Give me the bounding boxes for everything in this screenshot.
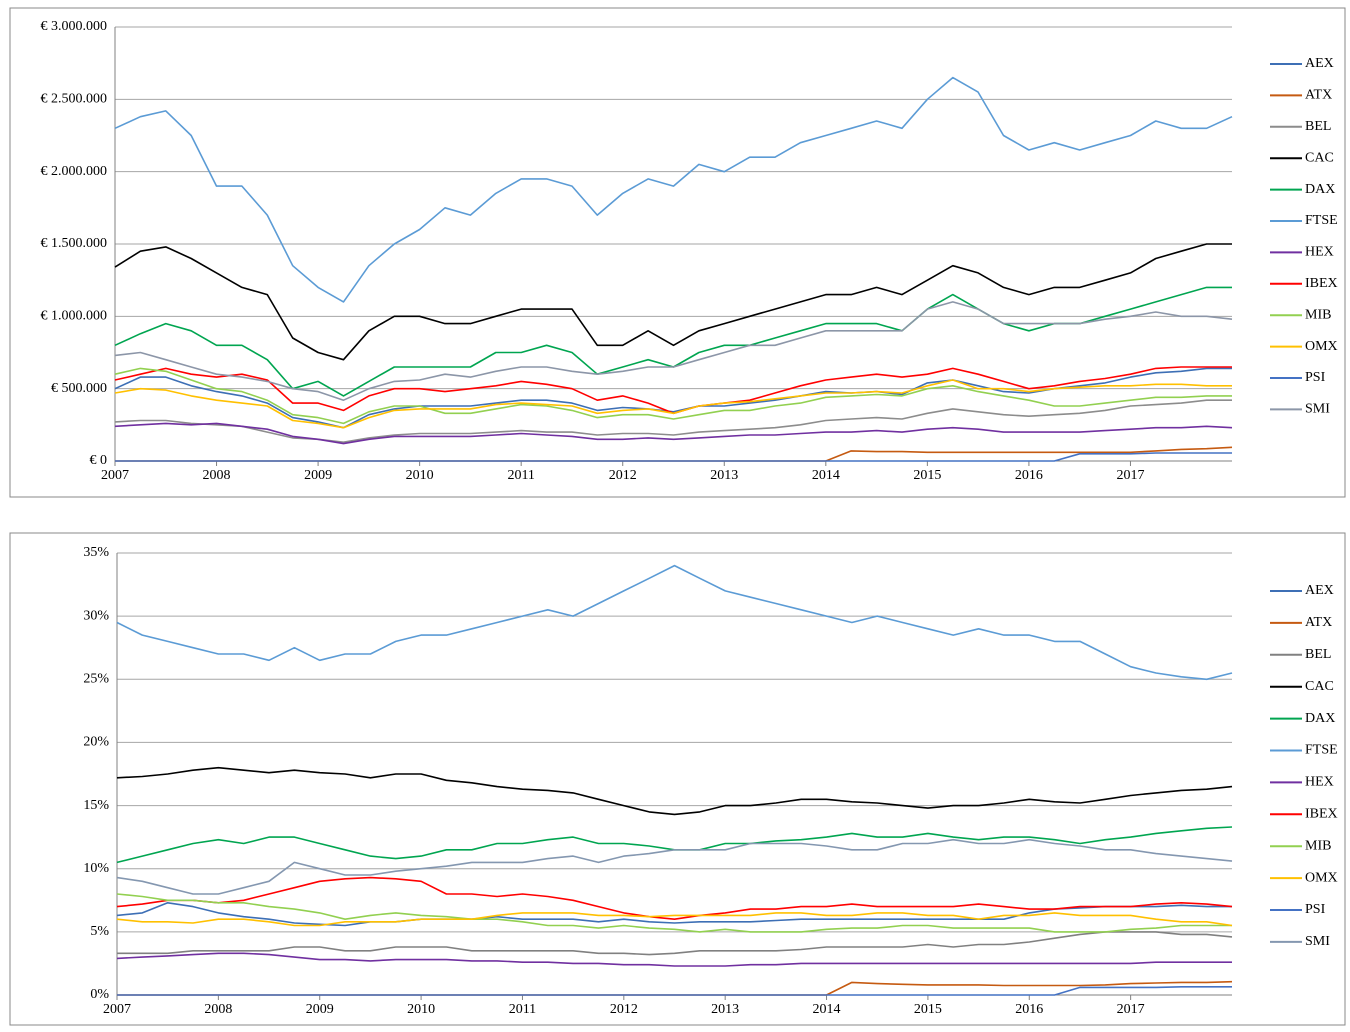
- y-tick-label: 35%: [83, 545, 109, 560]
- legend-label: BEL: [1305, 647, 1331, 662]
- y-tick-label: 0%: [90, 987, 109, 1002]
- y-tick-label: € 0: [90, 453, 108, 468]
- y-tick-label: € 1.500.000: [41, 236, 108, 251]
- x-tick-label: 2017: [1116, 468, 1144, 483]
- series-line: [116, 766, 1233, 816]
- legend-label: OMX: [1305, 339, 1338, 354]
- series-line: [115, 452, 1232, 462]
- series-line: [117, 980, 1233, 996]
- series-line: [114, 243, 1232, 361]
- legend-label: HEX: [1305, 245, 1334, 260]
- x-tick-label: 2017: [1117, 1002, 1145, 1017]
- series-line: [116, 876, 1233, 920]
- series-line: [116, 564, 1233, 681]
- series-line: [116, 893, 1232, 933]
- x-tick-label: 2013: [711, 1002, 739, 1017]
- series-line: [114, 76, 1233, 303]
- legend-label: AEX: [1305, 56, 1334, 71]
- legend-label: IBEX: [1305, 807, 1338, 822]
- series-line: [116, 952, 1232, 967]
- x-tick-label: 2010: [407, 1002, 435, 1017]
- x-tick-label: 2014: [812, 468, 840, 483]
- x-tick-label: 2011: [507, 468, 534, 483]
- y-tick-label: 15%: [83, 798, 109, 813]
- legend-label: CAC: [1305, 150, 1334, 165]
- x-tick-label: 2008: [204, 1002, 232, 1017]
- x-tick-label: 2012: [609, 468, 637, 483]
- legend-label: SMI: [1305, 402, 1330, 417]
- series-line: [114, 399, 1232, 443]
- y-tick-label: 20%: [83, 735, 109, 750]
- y-tick-label: 10%: [83, 861, 109, 876]
- y-tick-label: 30%: [83, 608, 109, 623]
- y-tick-label: € 1.000.000: [41, 309, 108, 324]
- chart-frame: [9, 7, 1346, 498]
- legend-label: PSI: [1305, 370, 1326, 385]
- legend-label: DAX: [1305, 182, 1335, 197]
- y-tick-label: € 3.000.000: [41, 19, 108, 34]
- y-tick-label: 5%: [90, 924, 109, 939]
- legend-label: BEL: [1305, 119, 1331, 134]
- x-tick-label: 2010: [406, 468, 434, 483]
- legend-label: IBEX: [1305, 276, 1338, 291]
- x-tick-label: 2015: [913, 468, 941, 483]
- legend-label: MIB: [1305, 307, 1331, 322]
- x-tick-label: 2009: [306, 1002, 334, 1017]
- x-tick-label: 2007: [101, 468, 129, 483]
- chart-frame: [9, 532, 1346, 1026]
- legend-label: FTSE: [1305, 213, 1338, 228]
- x-tick-label: 2008: [203, 468, 231, 483]
- x-tick-label: 2013: [710, 468, 738, 483]
- x-tick-label: 2012: [610, 1002, 638, 1017]
- legend-label: ATX: [1305, 88, 1332, 103]
- legend-label: DAX: [1305, 711, 1335, 726]
- series-line: [116, 838, 1233, 895]
- y-tick-label: 25%: [83, 672, 109, 687]
- series-line: [114, 422, 1233, 445]
- y-tick-label: € 2.000.000: [41, 164, 108, 179]
- series-line: [116, 902, 1232, 927]
- x-tick-label: 2007: [103, 1002, 131, 1017]
- x-tick-label: 2016: [1015, 1002, 1043, 1017]
- series-line: [117, 931, 1233, 956]
- x-tick-label: 2011: [509, 1002, 536, 1017]
- legend-label: OMX: [1305, 870, 1338, 885]
- legend-label: AEX: [1305, 583, 1334, 598]
- y-tick-label: € 2.500.000: [41, 92, 108, 107]
- legend-label: FTSE: [1305, 743, 1338, 758]
- series-line: [114, 367, 1232, 425]
- series-line: [114, 286, 1232, 397]
- x-tick-label: 2009: [304, 468, 332, 483]
- series-line: [114, 301, 1233, 401]
- legend-label: ATX: [1305, 615, 1332, 630]
- legend-label: PSI: [1305, 902, 1326, 917]
- series-line: [117, 986, 1232, 996]
- legend-label: HEX: [1305, 775, 1334, 790]
- legend-label: CAC: [1305, 679, 1334, 694]
- y-tick-label: € 500.000: [51, 381, 107, 396]
- x-tick-label: 2015: [914, 1002, 942, 1017]
- series-line: [116, 912, 1233, 927]
- x-tick-label: 2016: [1015, 468, 1043, 483]
- legend-label: MIB: [1305, 838, 1331, 853]
- series-line: [114, 379, 1232, 429]
- x-tick-label: 2014: [813, 1002, 841, 1017]
- legend-label: SMI: [1305, 934, 1330, 949]
